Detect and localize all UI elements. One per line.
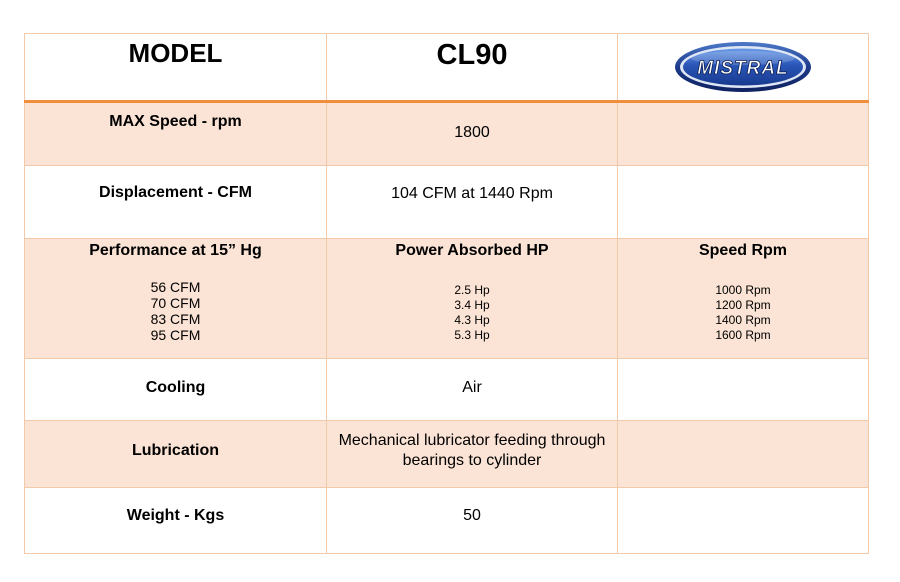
header-row: MODEL CL90: [24, 33, 869, 103]
list-item: 5.3 Hp: [454, 328, 490, 342]
power-absorbed-label: Power Absorbed HP: [395, 242, 549, 259]
lubrication-label: Lubrication: [131, 442, 220, 459]
max-speed-label: MAX Speed - rpm: [109, 113, 242, 130]
displacement-label: Displacement - CFM: [99, 184, 252, 201]
max-speed-empty-cell: [617, 101, 869, 166]
cooling-value: Air: [462, 379, 482, 396]
list-item: 4.3 Hp: [454, 313, 490, 327]
displacement-label-cell: Displacement - CFM: [24, 165, 327, 239]
max-speed-value-cell: 1800: [326, 101, 618, 166]
logo-text: MISTRAL: [697, 58, 788, 79]
displacement-value-cell: 104 CFM at 1440 Rpm: [326, 165, 618, 239]
cooling-value-cell: Air: [326, 358, 618, 421]
displacement-value: 104 CFM at 1440 Rpm: [391, 185, 553, 202]
max-speed-label-cell: MAX Speed - rpm: [24, 101, 327, 166]
list-item: 83 CFM: [150, 311, 201, 327]
performance-row: Performance at 15” Hg 56 CFM 70 CFM 83 C…: [24, 238, 869, 359]
weight-label: Weight - Kgs: [126, 507, 225, 524]
lubrication-empty-cell: [617, 420, 869, 488]
cooling-label: Cooling: [145, 379, 206, 396]
rpm-list: 1000 Rpm 1200 Rpm 1400 Rpm 1600 Rpm: [619, 261, 868, 343]
weight-value: 50: [463, 507, 481, 524]
list-item: 1200 Rpm: [715, 298, 771, 312]
lubrication-row: Lubrication Mechanical lubricator feedin…: [24, 420, 869, 488]
weight-value-cell: 50: [326, 487, 618, 554]
list-item: 1600 Rpm: [715, 328, 771, 342]
list-item: 3.4 Hp: [454, 298, 490, 312]
logo-cell: MISTRAL: [617, 33, 869, 103]
performance-hp-cell: Power Absorbed HP 2.5 Hp 3.4 Hp 4.3 Hp 5…: [326, 238, 618, 359]
model-label: MODEL: [128, 38, 223, 68]
performance-cfm-cell: Performance at 15” Hg 56 CFM 70 CFM 83 C…: [24, 238, 327, 359]
cooling-label-cell: Cooling: [24, 358, 327, 421]
list-item: 1400 Rpm: [715, 313, 771, 327]
list-item: 95 CFM: [150, 327, 201, 343]
lubrication-value: Mechanical lubricator feeding through be…: [338, 432, 606, 469]
cooling-row: Cooling Air: [24, 358, 869, 421]
speed-rpm-label: Speed Rpm: [698, 242, 787, 259]
model-name: CL90: [436, 39, 508, 71]
max-speed-row: MAX Speed - rpm 1800: [24, 101, 869, 166]
list-item: 56 CFM: [150, 279, 201, 295]
weight-label-cell: Weight - Kgs: [24, 487, 327, 554]
performance-label: Performance at 15” Hg: [89, 242, 262, 259]
model-name-cell: CL90: [326, 33, 618, 103]
mistral-logo: MISTRAL: [675, 42, 811, 92]
list-item: 1000 Rpm: [715, 283, 771, 297]
weight-empty-cell: [617, 487, 869, 554]
cooling-empty-cell: [617, 358, 869, 421]
displacement-row: Displacement - CFM 104 CFM at 1440 Rpm: [24, 165, 869, 239]
max-speed-value: 1800: [454, 124, 490, 141]
weight-row: Weight - Kgs 50: [24, 487, 869, 554]
list-item: 2.5 Hp: [454, 283, 490, 297]
spec-table: MODEL CL90: [24, 33, 869, 554]
displacement-empty-cell: [617, 165, 869, 239]
hp-list: 2.5 Hp 3.4 Hp 4.3 Hp 5.3 Hp: [328, 261, 617, 343]
cfm-list: 56 CFM 70 CFM 83 CFM 95 CFM: [26, 261, 326, 343]
lubrication-label-cell: Lubrication: [24, 420, 327, 488]
lubrication-value-cell: Mechanical lubricator feeding through be…: [326, 420, 618, 488]
model-label-cell: MODEL: [24, 33, 327, 103]
performance-rpm-cell: Speed Rpm 1000 Rpm 1200 Rpm 1400 Rpm 160…: [617, 238, 869, 359]
list-item: 70 CFM: [150, 295, 201, 311]
